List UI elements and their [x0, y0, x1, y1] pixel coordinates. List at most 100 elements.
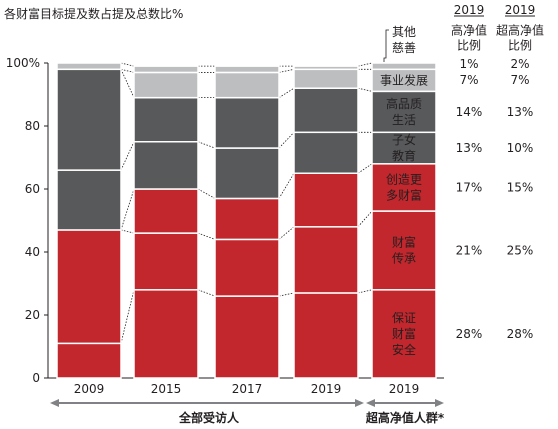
column-value: 13%	[507, 105, 534, 119]
y-tick-label: 80	[25, 119, 40, 133]
connector-line	[357, 62, 373, 67]
bar-segment	[133, 188, 199, 234]
bar-segment	[56, 68, 122, 171]
connector-line	[120, 188, 135, 231]
column-value: 2%	[510, 57, 529, 71]
column-year: 2019	[505, 3, 536, 17]
y-tick-label: 0	[32, 371, 40, 385]
x-tick-label: 2019	[389, 382, 420, 396]
connector-line	[120, 289, 135, 344]
column-value: 15%	[507, 180, 534, 194]
connector-line	[278, 173, 295, 199]
bar-segment	[214, 71, 280, 99]
connector-line	[197, 188, 216, 199]
connector-line	[357, 87, 373, 92]
column-year: 2019	[454, 3, 485, 17]
column-value: 28%	[507, 327, 534, 341]
group-arrow-head	[355, 399, 364, 407]
bar-segment	[133, 71, 199, 99]
column-value: 21%	[456, 243, 483, 257]
connector-line	[278, 132, 295, 149]
group-arrow-head	[435, 399, 444, 407]
segment-label: 子女教育	[392, 132, 416, 163]
column-value: 1%	[459, 57, 478, 71]
group-label: 全部受访人	[178, 410, 240, 425]
bar-segment	[133, 96, 199, 143]
segment-label: 保证财富安全	[392, 311, 416, 357]
segment-label: 高品质生活	[386, 96, 422, 127]
bar-segment	[293, 87, 359, 134]
connector-line	[278, 68, 295, 73]
x-tick-label: 2019	[311, 382, 342, 396]
group-arrow-head	[50, 399, 59, 407]
bar-segment	[371, 163, 437, 212]
group-label: 超高净值人群*	[365, 410, 445, 425]
bar-segment	[214, 96, 280, 149]
connector-line	[197, 141, 216, 149]
column-value: 10%	[507, 141, 534, 155]
bar-segment	[133, 232, 199, 291]
y-tick-label: 100%	[6, 56, 40, 70]
connector-line	[120, 141, 135, 171]
segment-label: 财富传承	[392, 234, 416, 265]
segment-label: 事业发展	[380, 72, 428, 87]
group-labels: 全部受访人 超高净值人群*	[50, 399, 445, 425]
bar-segment	[56, 342, 122, 379]
bar-segment	[371, 131, 437, 165]
column-value: 13%	[456, 141, 483, 155]
bar-segment	[371, 289, 437, 379]
bar-segment	[214, 238, 280, 297]
column-value: 28%	[456, 327, 483, 341]
bar-segment	[293, 65, 359, 71]
bar-segment	[293, 68, 359, 89]
column-header: 超高净值比例	[496, 23, 544, 53]
connector-line	[120, 69, 135, 98]
bar-segment	[293, 226, 359, 294]
bar-segment	[371, 90, 437, 134]
bar-segment	[371, 210, 437, 291]
y-tick-label: 20	[25, 308, 40, 322]
bar-segment	[214, 65, 280, 74]
bar-segment	[133, 289, 199, 379]
group-arrow-head	[366, 399, 375, 407]
y-tick-label: 40	[25, 245, 40, 259]
connector-line	[197, 232, 216, 240]
bar-segment	[133, 65, 199, 74]
outside-label-bracket	[383, 29, 389, 62]
x-tick-label: 2017	[232, 382, 263, 396]
segment-label: 创造更多财富	[386, 172, 422, 202]
x-tick-label: 2015	[151, 382, 182, 396]
connector-line	[278, 87, 295, 98]
bar-segment	[56, 229, 122, 345]
connector-line	[357, 289, 373, 294]
connector-line	[357, 163, 373, 174]
connector-line	[120, 68, 135, 73]
connector-line	[278, 226, 295, 240]
bar-segment	[293, 292, 359, 379]
column-value: 14%	[456, 105, 483, 119]
bar-segment	[293, 131, 359, 175]
column-value: 7%	[510, 73, 529, 87]
connector-line	[357, 210, 373, 228]
connector-line	[120, 62, 135, 67]
bar-segment	[371, 62, 437, 71]
x-tick-label: 2009	[74, 382, 105, 396]
column-header: 高净值比例	[451, 23, 487, 53]
bar-segment	[293, 172, 359, 228]
bar-segment	[56, 62, 122, 71]
connector-line	[120, 229, 135, 234]
connector-line	[197, 289, 216, 297]
percentage-columns: 2019 高净值比例 28% 21% 17% 13% 14% 7% 1% 2019 超高净值比例 28…	[451, 3, 544, 341]
bar-segment	[133, 141, 199, 190]
chart-title: 各财富目标提及数占提及总数比%	[4, 6, 183, 21]
outside-segment-label: 其他慈善	[392, 25, 416, 55]
bar-segment	[214, 197, 280, 241]
bar-segment	[214, 147, 280, 200]
connector-lines	[120, 62, 373, 344]
bar-segment	[56, 169, 122, 231]
y-tick-label: 60	[25, 182, 40, 196]
bar-segment	[214, 295, 280, 379]
column-value: 7%	[459, 73, 478, 87]
